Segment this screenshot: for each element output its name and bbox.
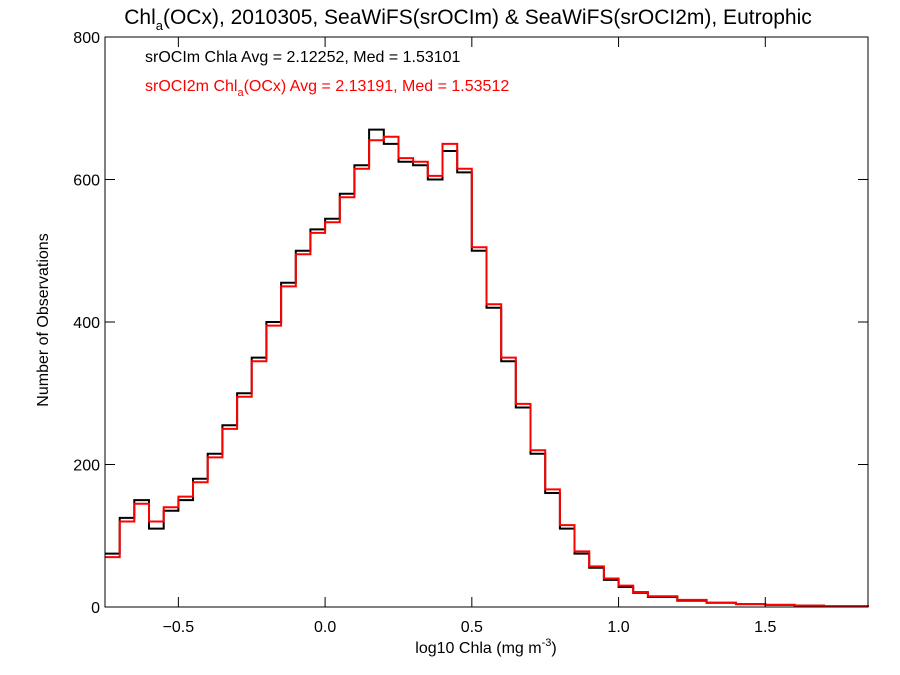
y-tick-label: 0 [91, 600, 100, 617]
x-axis-label: log10 Chla (mg m-3) [415, 637, 556, 657]
legend-entry-red-post: (OCx) Avg = 2.13191, Med = 1.53512 [244, 78, 510, 95]
x-tick-label: 1.5 [754, 619, 776, 636]
x-axis-label-post: ) [551, 640, 556, 657]
legend-entry-red-pre: srOCI2m Chl [145, 78, 237, 95]
x-tick-label: 0.0 [314, 619, 336, 636]
y-tick-label: 400 [73, 315, 100, 332]
legend-entry-red-sub: a [237, 87, 244, 99]
x-axis-label-sup: -3 [542, 637, 552, 649]
y-tick-label: 200 [73, 458, 100, 475]
y-tick-label: 800 [73, 30, 100, 47]
chart-title-post: (OCx), 2010305, SeaWiFS(srOCIm) & SeaWiF… [163, 6, 812, 29]
legend-entry-red: srOCI2m Chla(OCx) Avg = 2.13191, Med = 1… [145, 78, 509, 99]
x-tick-label: −0.5 [163, 619, 195, 636]
series-layer [105, 128, 869, 608]
chart-title-sub: a [156, 18, 164, 33]
y-axis: 0 200 400 600 800 [73, 30, 868, 617]
x-axis: −0.5 0.0 0.5 1.0 1.5 [163, 37, 777, 636]
chart-title: Chla(OCx), 2010305, SeaWiFS(srOCIm) & Se… [124, 6, 812, 33]
x-tick-label: 0.5 [461, 619, 483, 636]
y-tick-label: 600 [73, 173, 100, 190]
plot-area [105, 128, 869, 608]
x-tick-label: 1.0 [607, 619, 629, 636]
x-axis-label-pre: log10 Chla (mg m [415, 640, 541, 657]
series-line-red [105, 135, 869, 608]
chart-title-pre: Chl [124, 6, 156, 29]
y-axis-label: Number of Observations [35, 233, 52, 406]
legend-entry-black: srOCIm Chla Avg = 2.12252, Med = 1.53101 [145, 49, 461, 66]
